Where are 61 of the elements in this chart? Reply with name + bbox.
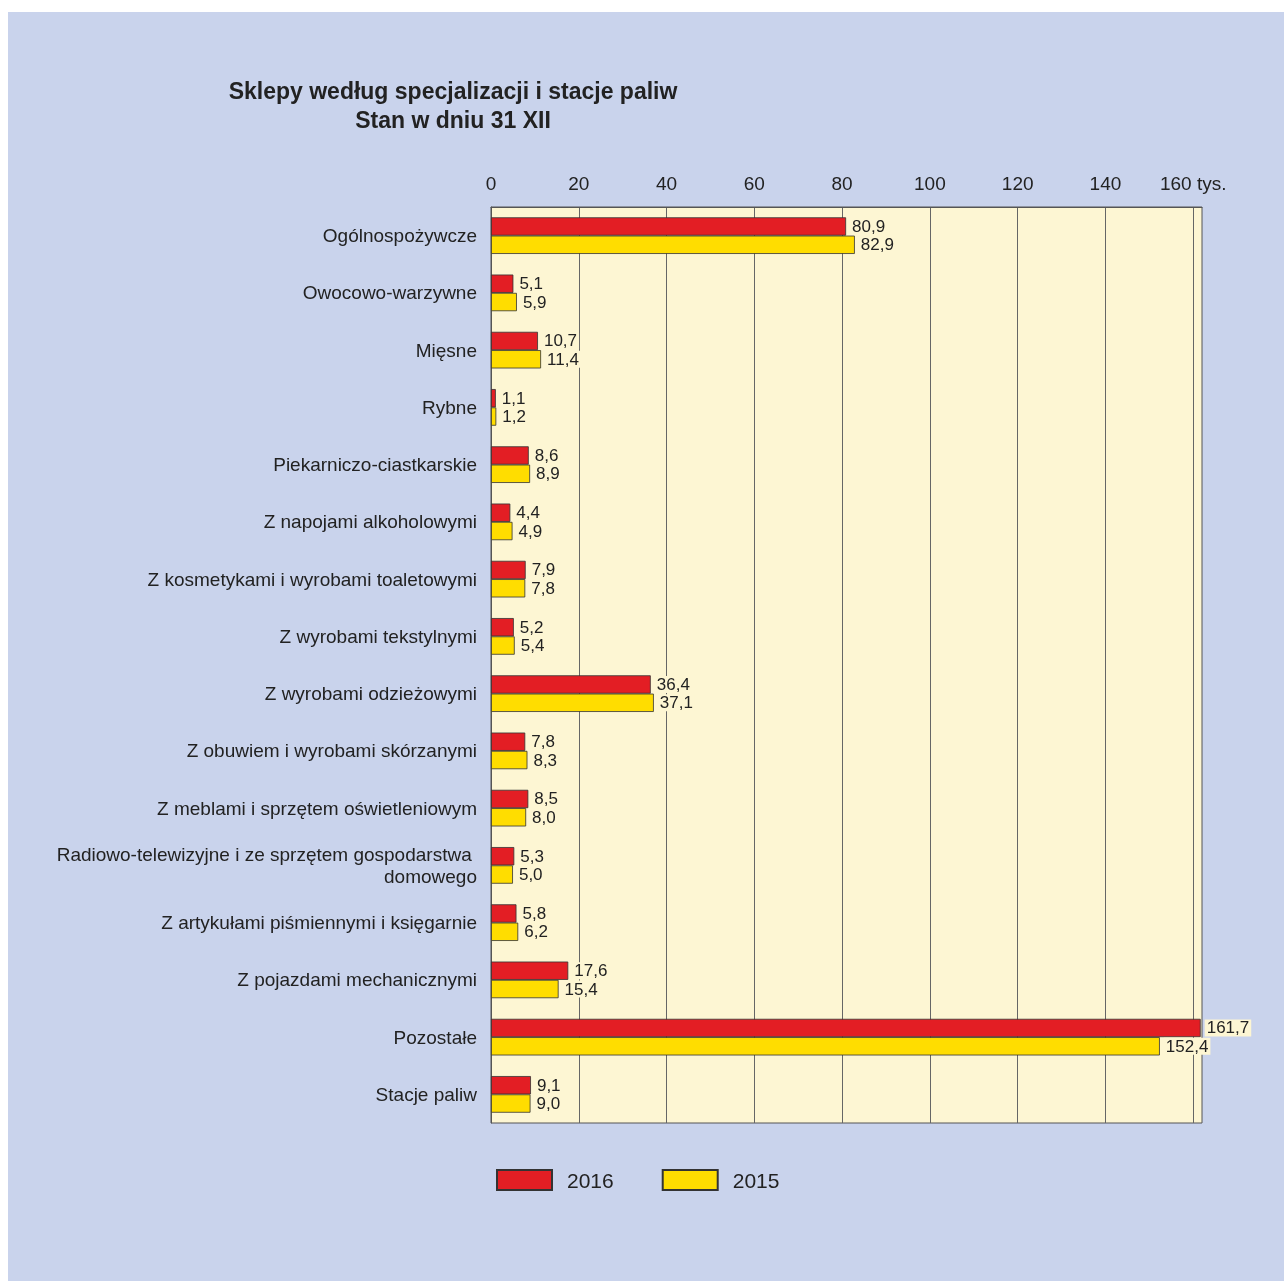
- x-tick-label: 140: [1089, 173, 1122, 194]
- data-label: 1,2: [502, 407, 526, 427]
- data-label: 15,4: [564, 979, 598, 999]
- y-tick-label: Owocowo-warzywne: [302, 282, 477, 304]
- y-tick-label: Z obuwiem i wyrobami skórzanymi: [186, 740, 477, 762]
- y-tick-label: Z artykułami piśmiennymi i księgarnie: [161, 912, 477, 934]
- y-tick-label: Z meblami i sprzętem oświetleniowym: [157, 797, 477, 819]
- x-tick-label: 20: [568, 173, 590, 194]
- y-tick-label: Z napojami alkoholowymi: [263, 511, 477, 533]
- data-label: 7,8: [531, 732, 555, 752]
- x-tick-label: 120: [1001, 173, 1034, 194]
- data-label: 9,0: [536, 1094, 561, 1114]
- chart-subtitle: Stan w dniu 31 XII: [355, 106, 551, 133]
- y-tick-label: Radiowo-telewizyjne i ze sprzętem gospodarstwa domowego: [56, 843, 477, 887]
- x-tick-label: 80: [831, 173, 853, 194]
- y-tick-label: Stacje paliw: [375, 1083, 478, 1105]
- data-label: 8,0: [532, 807, 556, 827]
- x-tick-label: 160 tys.: [1159, 173, 1227, 194]
- data-label: 5,0: [518, 865, 543, 885]
- y-tick-label: Pozostałe: [393, 1026, 477, 1048]
- legend-label: 2015: [732, 1168, 780, 1192]
- data-label: 7,9: [531, 560, 556, 580]
- data-label: 8,3: [533, 750, 558, 770]
- y-tick-label: Mięsne: [415, 339, 477, 361]
- data-label: 8,9: [536, 464, 560, 484]
- data-label: 9,1: [536, 1075, 561, 1095]
- x-tick-label: 100: [914, 173, 946, 194]
- y-tick-label: Z wyrobami tekstylnymi: [279, 625, 477, 647]
- data-label: 161,7: [1206, 1018, 1250, 1038]
- x-tick-label: 0: [485, 173, 497, 194]
- data-label: 5,4: [520, 636, 545, 656]
- y-tick-label: Z pojazdami mechanicznymi: [237, 969, 477, 991]
- data-label: 1,1: [501, 388, 526, 408]
- data-label: 37,1: [659, 693, 693, 713]
- data-label: 4,9: [518, 521, 543, 541]
- y-tick-label: Z kosmetykami i wyrobami toaletowymi: [147, 568, 477, 590]
- data-label: 10,7: [543, 331, 578, 351]
- y-tick-label: Rybne: [422, 396, 477, 418]
- data-label: 17,6: [574, 961, 608, 981]
- x-tick-label: 60: [743, 173, 765, 194]
- data-label: 8,5: [534, 789, 558, 809]
- data-label: 5,8: [522, 903, 547, 923]
- data-label: 8,6: [534, 445, 559, 465]
- y-tick-label: Z wyrobami odzieżowymi: [264, 683, 477, 705]
- data-label: 5,2: [519, 617, 544, 637]
- legend-label: 2016: [567, 1168, 614, 1192]
- chart-title: Sklepy według specjalizacji i stacje paliw: [228, 77, 678, 104]
- data-label: 36,4: [656, 674, 690, 694]
- x-tick-label: 40: [655, 173, 678, 194]
- data-label: 7,8: [531, 578, 555, 598]
- data-label: 5,9: [522, 292, 547, 312]
- y-tick-label: Ogólnospożywcze: [322, 225, 477, 247]
- data-label: 5,3: [520, 846, 544, 866]
- data-label: 6,2: [524, 922, 548, 942]
- y-tick-label: Piekarniczo-ciastkarskie: [273, 454, 477, 476]
- data-label: 11,4: [547, 349, 579, 369]
- data-label: 82,9: [860, 235, 894, 255]
- data-label: 4,4: [516, 503, 540, 523]
- data-label: 5,1: [519, 274, 544, 294]
- data-label: 152,4: [1165, 1036, 1209, 1056]
- data-label: 80,9: [852, 216, 886, 236]
